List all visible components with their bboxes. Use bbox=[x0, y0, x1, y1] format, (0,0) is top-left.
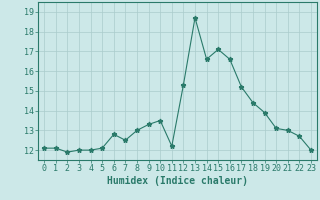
X-axis label: Humidex (Indice chaleur): Humidex (Indice chaleur) bbox=[107, 176, 248, 186]
